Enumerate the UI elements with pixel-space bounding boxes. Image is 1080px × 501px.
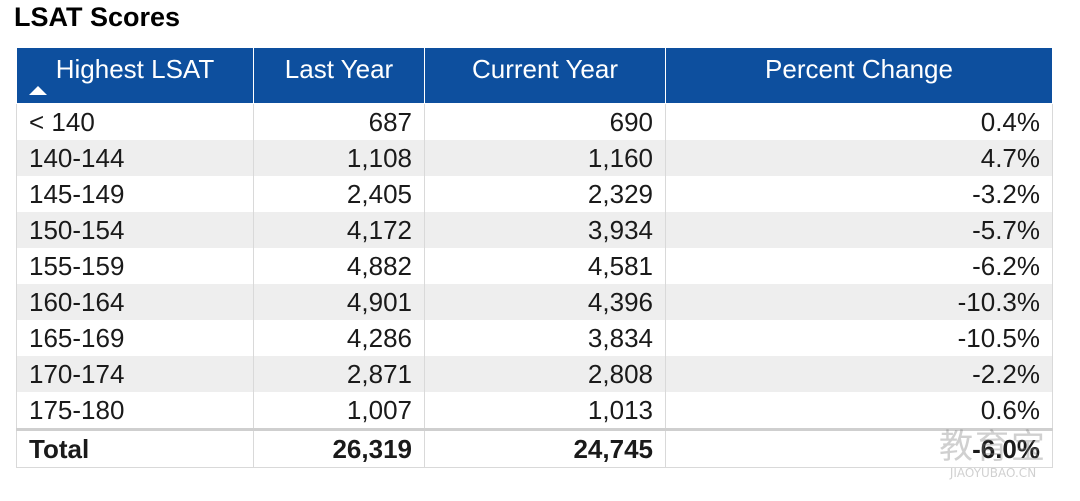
row-last-year: 2,405 — [253, 176, 425, 212]
table-row: 170-174 2,871 2,808 -2.2% — [16, 356, 1053, 392]
row-score-range: 170-174 — [16, 356, 254, 392]
row-current-year: 4,581 — [424, 248, 666, 284]
row-percent-change: -5.7% — [665, 212, 1053, 248]
watermark-sub-text: JIAOYUBAO.CN — [949, 466, 1037, 480]
total-percent-change: -6.0% — [665, 428, 1053, 468]
column-header-last-year[interactable]: Last Year — [253, 47, 425, 104]
table-row: 150-154 4,172 3,934 -5.7% — [16, 212, 1053, 248]
row-current-year: 690 — [424, 103, 666, 140]
table-row: 155-159 4,882 4,581 -6.2% — [16, 248, 1053, 284]
table-row: 165-169 4,286 3,834 -10.5% — [16, 320, 1053, 356]
row-current-year: 4,396 — [424, 284, 666, 320]
row-current-year: 2,808 — [424, 356, 666, 392]
row-current-year: 2,329 — [424, 176, 666, 212]
column-header-label: Percent Change — [765, 54, 953, 84]
row-last-year: 2,871 — [253, 356, 425, 392]
row-score-range: 175-180 — [16, 392, 254, 430]
watermark-logo: 教育宝 JIAOYUBAO.CN — [918, 428, 1068, 484]
column-header-label: Current Year — [472, 54, 618, 84]
row-percent-change: -2.2% — [665, 356, 1053, 392]
row-score-range: 155-159 — [16, 248, 254, 284]
row-score-range: 165-169 — [16, 320, 254, 356]
row-last-year: 1,007 — [253, 392, 425, 430]
row-percent-change: -10.5% — [665, 320, 1053, 356]
table-row: < 140 687 690 0.4% — [16, 103, 1053, 140]
table-row: 175-180 1,007 1,013 0.6% — [16, 392, 1053, 430]
column-header-percent-change[interactable]: Percent Change — [665, 47, 1053, 104]
row-last-year: 4,172 — [253, 212, 425, 248]
row-last-year: 1,108 — [253, 140, 425, 176]
header-row: Highest LSAT Last Year Current Year Perc… — [16, 47, 1053, 104]
page-title: LSAT Scores — [14, 2, 181, 32]
watermark-main-text: 教育宝 — [939, 427, 1047, 467]
table-row: 140-144 1,108 1,160 4.7% — [16, 140, 1053, 176]
total-label: Total — [16, 428, 254, 468]
row-percent-change: 0.6% — [665, 392, 1053, 430]
row-percent-change: -6.2% — [665, 248, 1053, 284]
lsat-scores-table: Highest LSAT Last Year Current Year Perc… — [16, 47, 1053, 468]
row-last-year: 4,286 — [253, 320, 425, 356]
row-score-range: < 140 — [16, 103, 254, 140]
table-row: 145-149 2,405 2,329 -3.2% — [16, 176, 1053, 212]
row-percent-change: -10.3% — [665, 284, 1053, 320]
sort-ascending-icon[interactable] — [29, 86, 47, 95]
row-score-range: 150-154 — [16, 212, 254, 248]
row-score-range: 145-149 — [16, 176, 254, 212]
row-last-year: 4,882 — [253, 248, 425, 284]
row-percent-change: 4.7% — [665, 140, 1053, 176]
row-last-year: 4,901 — [253, 284, 425, 320]
column-header-label: Highest LSAT — [55, 54, 215, 84]
row-last-year: 687 — [253, 103, 425, 140]
column-header-current-year[interactable]: Current Year — [424, 47, 666, 104]
row-score-range: 160-164 — [16, 284, 254, 320]
total-current-year: 24,745 — [424, 428, 666, 468]
column-header-label: Last Year — [284, 54, 394, 84]
row-current-year: 3,934 — [424, 212, 666, 248]
row-current-year: 3,834 — [424, 320, 666, 356]
row-current-year: 1,160 — [424, 140, 666, 176]
total-row: Total 26,319 24,745 -6.0% — [16, 428, 1053, 468]
total-last-year: 26,319 — [253, 428, 425, 468]
table-row: 160-164 4,901 4,396 -10.3% — [16, 284, 1053, 320]
row-percent-change: -3.2% — [665, 176, 1053, 212]
row-score-range: 140-144 — [16, 140, 254, 176]
row-current-year: 1,013 — [424, 392, 666, 430]
row-percent-change: 0.4% — [665, 103, 1053, 140]
column-header-highest-lsat[interactable]: Highest LSAT — [16, 47, 254, 104]
